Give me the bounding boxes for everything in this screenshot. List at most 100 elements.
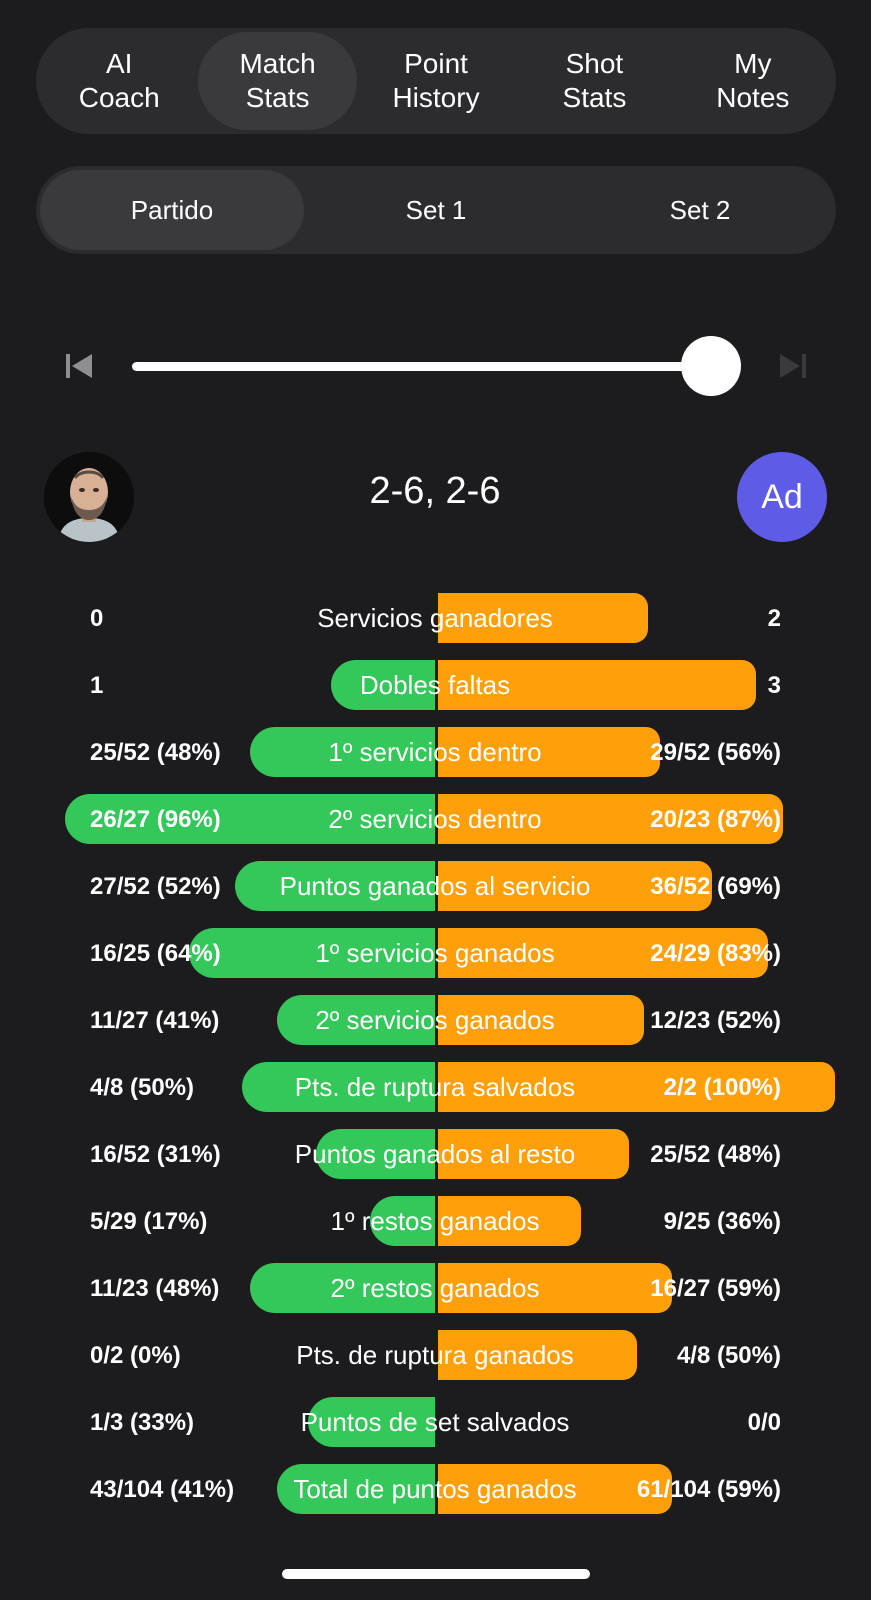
opponent-stat-bar: [438, 727, 660, 777]
center-divider: [435, 861, 438, 911]
player-stat-bar: [250, 727, 435, 777]
opponent-stat-value: 29/52 (56%): [650, 739, 781, 766]
stat-row: Puntos de set salvados 1/3 (33%) 0/0: [0, 1389, 871, 1456]
opponent-avatar: Ad: [737, 452, 827, 542]
player-stat-value: 25/52 (48%): [90, 739, 221, 766]
center-divider: [435, 1263, 438, 1313]
player-stat-value: 0/2 (0%): [90, 1342, 181, 1369]
match-score: 2-6, 2-6: [369, 470, 501, 512]
stat-label: 1º servicios dentro: [328, 737, 542, 767]
opponent-stat-value: 20/23 (87%): [650, 806, 781, 833]
opponent-stat-value: 24/29 (83%): [650, 940, 781, 967]
opponent-stat-bar: [438, 1129, 629, 1179]
stat-label: 2º restos ganados: [330, 1273, 540, 1303]
player-stat-bar: [308, 1397, 435, 1447]
opponent-stat-value: 4/8 (50%): [676, 1342, 781, 1369]
player-stat-value: 5/29 (17%): [90, 1208, 208, 1235]
stat-label: Dobles faltas: [359, 670, 511, 700]
stat-label: 2º servicios ganados: [315, 1005, 555, 1035]
center-divider: [435, 660, 438, 710]
stat-row: Servicios ganadores 0 2: [0, 585, 871, 652]
player-stat-value: 27/52 (52%): [90, 873, 221, 900]
opponent-stat-bar: [438, 593, 648, 643]
center-divider: [435, 995, 438, 1045]
skip-back-icon[interactable]: [64, 352, 94, 380]
stat-label: Pts. de ruptura salvados: [294, 1072, 576, 1102]
opponent-stat-value: 0/0: [747, 1409, 781, 1436]
stats-list: Servicios ganadores 0 2 Dobles faltas 1 3 1º s…: [0, 585, 871, 1523]
opponent-stat-bar: [438, 1263, 672, 1313]
player-stat-value: 1: [90, 672, 104, 699]
stat-row: 2º restos ganados 11/23 (48%) 16/27 (59%): [0, 1255, 871, 1322]
center-divider: [435, 1062, 438, 1112]
tab-match-stats[interactable]: Match Stats: [198, 32, 357, 130]
player-stat-bar: [277, 995, 435, 1045]
opponent-stat-bar: [438, 1062, 835, 1112]
top-tab-bar: AI Coach Match Stats Point History Shot …: [36, 28, 836, 134]
opponent-stat-value: 3: [767, 672, 781, 699]
timeline-slider-row: [0, 330, 871, 402]
opponent-stat-value: 36/52 (69%): [650, 873, 781, 900]
opponent-stat-value: 12/23 (52%): [650, 1007, 781, 1034]
player-stat-value: 4/8 (50%): [90, 1074, 195, 1101]
player-stat-value: 1/3 (33%): [90, 1409, 195, 1436]
player-stat-bar: [277, 1464, 435, 1514]
stat-label: Servicios ganadores: [317, 603, 553, 633]
center-divider: [435, 1464, 438, 1514]
segment-set-2[interactable]: Set 2: [669, 194, 731, 225]
player-stat-bar: [65, 794, 435, 844]
opponent-stat-value: 61/104 (59%): [636, 1476, 781, 1503]
center-divider: [435, 1196, 438, 1246]
player-stat-value: 43/104 (41%): [90, 1476, 235, 1503]
tab-point-history[interactable]: Point History: [392, 48, 480, 113]
center-divider: [435, 727, 438, 777]
center-divider: [435, 593, 438, 643]
skip-forward-icon[interactable]: [778, 352, 808, 380]
stat-row: 1º restos ganados 5/29 (17%) 9/25 (36%): [0, 1188, 871, 1255]
stat-label: Puntos de set salvados: [300, 1407, 570, 1437]
stat-row: 2º servicios dentro 26/27 (96%) 20/23 (87%…: [0, 786, 871, 853]
player-stat-bar: [316, 1129, 435, 1179]
tab-my-notes[interactable]: My Notes: [716, 48, 790, 113]
opponent-stat-value: 2/2 (100%): [663, 1074, 781, 1101]
center-divider: [435, 1397, 438, 1447]
opponent-stat-value: 9/25 (36%): [663, 1208, 781, 1235]
opponent-stat-bar: [438, 861, 712, 911]
player-stat-bar: [331, 660, 435, 710]
opponent-stat-bar: [438, 660, 756, 710]
segment-partido[interactable]: Partido: [40, 170, 304, 250]
stat-row: 2º servicios ganados 11/27 (41%) 12/23 (52…: [0, 987, 871, 1054]
player-stat-value: 11/23 (48%): [90, 1275, 220, 1302]
stat-row: 1º servicios dentro 25/52 (48%) 29/52 (56%…: [0, 719, 871, 786]
opponent-stat-bar: [438, 794, 783, 844]
stat-row: Pts. de ruptura salvados 4/8 (50%) 2/2 (10…: [0, 1054, 871, 1121]
stat-label: Pts. de ruptura ganados: [296, 1340, 574, 1370]
tab-shot-stats[interactable]: Shot Stats: [562, 48, 627, 113]
stat-label: Puntos ganados al resto: [294, 1139, 576, 1169]
player-stat-value: 16/25 (64%): [90, 940, 221, 967]
stat-label: Puntos ganados al servicio: [279, 871, 591, 901]
timeline-slider-track[interactable]: [132, 362, 712, 371]
segment-set-1[interactable]: Set 1: [405, 194, 467, 225]
opponent-stat-bar: [438, 1330, 637, 1380]
player-avatar: [44, 452, 134, 542]
opponent-stat-value: 2: [767, 605, 781, 632]
stat-row: Puntos ganados al servicio 27/52 (52%) 36/…: [0, 853, 871, 920]
opponent-stat-bar: [438, 928, 768, 978]
player-stat-value: 26/27 (96%): [90, 806, 221, 833]
player-photo: [44, 452, 134, 542]
player-stat-bar: [235, 861, 435, 911]
player-stat-bar: [189, 928, 435, 978]
stat-row: Puntos ganados al resto 16/52 (31%) 25/52 …: [0, 1121, 871, 1188]
center-divider: [435, 928, 438, 978]
stat-row: Pts. de ruptura ganados 0/2 (0%) 4/8 (50%): [0, 1322, 871, 1389]
player-stat-bar: [370, 1196, 435, 1246]
stat-label: 1º servicios ganados: [315, 938, 555, 968]
opponent-stat-bar: [438, 995, 644, 1045]
stat-label: 2º servicios dentro: [328, 804, 542, 834]
opponent-stat-bar: [438, 1196, 581, 1246]
timeline-slider-thumb[interactable]: [681, 336, 741, 396]
stat-row: Dobles faltas 1 3: [0, 652, 871, 719]
player-stat-bar: [250, 1263, 435, 1313]
tab-ai-coach[interactable]: AI Coach: [78, 48, 160, 113]
